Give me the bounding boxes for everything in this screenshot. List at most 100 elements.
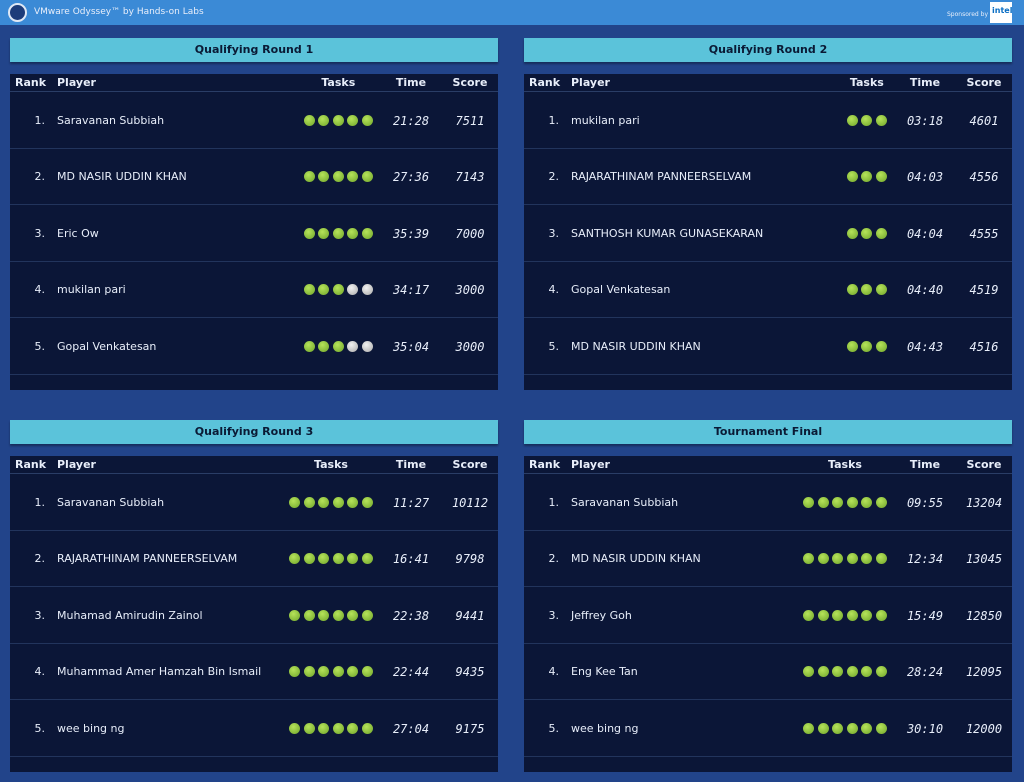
task-dot-complete bbox=[347, 171, 359, 183]
rank: 1. bbox=[34, 496, 46, 509]
header-row: Rank Player Tasks Time Score bbox=[524, 456, 1012, 474]
task-dot-complete bbox=[303, 553, 315, 565]
task-dot-complete bbox=[289, 497, 300, 508]
rank: 5. bbox=[548, 721, 560, 735]
rank: 5. bbox=[548, 339, 560, 353]
player-name: MD NASIR UDDIN KHAN bbox=[571, 552, 701, 566]
rank: 5. bbox=[34, 339, 46, 353]
task-dot-complete bbox=[303, 497, 315, 508]
rank: 3. bbox=[548, 226, 560, 240]
score: 9435 bbox=[455, 665, 485, 680]
task-dot-complete bbox=[347, 497, 359, 508]
score: 7511 bbox=[455, 114, 485, 128]
panel-title: Qualifying Round 3 bbox=[10, 420, 498, 444]
column-header: Score bbox=[966, 76, 1002, 89]
leaderboard-row: 3. Eric Ow 35:39 7000 bbox=[10, 206, 498, 262]
task-dot-complete bbox=[846, 340, 858, 352]
task-dot-complete bbox=[332, 227, 344, 239]
task-dot-complete bbox=[303, 609, 315, 621]
time: 34:17 bbox=[392, 283, 430, 298]
column-header: Score bbox=[452, 458, 488, 471]
leaderboard-row: 2. RAJARATHINAM PANNEERSELVAM 16:41 9798 bbox=[10, 531, 498, 588]
task-dot-complete bbox=[832, 497, 844, 508]
rank: 3. bbox=[34, 226, 46, 240]
app-title: VMware Odyssey™ by Hands-on Labs bbox=[34, 7, 204, 17]
time: 15:49 bbox=[906, 608, 944, 623]
leaderboard-row: 3. Muhamad Amirudin Zainol 22:38 9441 bbox=[10, 588, 498, 644]
task-dot-complete bbox=[362, 609, 373, 621]
task-dot-complete bbox=[332, 722, 344, 734]
column-header: Time bbox=[909, 76, 941, 89]
rank: 2. bbox=[34, 552, 46, 566]
leaderboard-row: 5. wee bing ng 27:04 9175 bbox=[10, 701, 498, 757]
leaderboard-row: 4. mukilan pari 34:17 3000 bbox=[10, 262, 498, 319]
task-dot-complete bbox=[332, 497, 344, 508]
task-dot-complete bbox=[347, 553, 359, 565]
task-dot-complete bbox=[832, 666, 844, 678]
task-dot-complete bbox=[817, 722, 829, 734]
player-name: SANTHOSH KUMAR GUNASEKARAN bbox=[571, 226, 764, 240]
player-name: RAJARATHINAM PANNEERSELVAM bbox=[571, 170, 752, 184]
column-header: Score bbox=[452, 76, 488, 89]
player-name: Muhammad Amer Hamzah Bin Ismail bbox=[57, 665, 262, 679]
task-dot-incomplete bbox=[347, 284, 359, 296]
player-name: Muhamad Amirudin Zainol bbox=[57, 608, 203, 622]
task-dot-complete bbox=[332, 171, 344, 183]
task-dot-complete bbox=[876, 227, 887, 239]
time: 27:04 bbox=[392, 721, 430, 736]
player-name: MD NASIR UDDIN KHAN bbox=[571, 339, 701, 353]
leaderboard-row: 1. Saravanan Subbiah 11:27 10112 bbox=[10, 475, 498, 531]
task-dot-complete bbox=[347, 115, 359, 126]
score: 4601 bbox=[969, 114, 999, 128]
task-dot-complete bbox=[362, 497, 373, 508]
score: 13204 bbox=[965, 496, 1003, 510]
player-name: Saravanan Subbiah bbox=[57, 114, 165, 127]
leaderboard-row: 2. RAJARATHINAM PANNEERSELVAM 04:03 4556 bbox=[524, 149, 1012, 206]
task-dot-complete bbox=[318, 609, 330, 621]
task-dot-complete bbox=[303, 666, 315, 678]
leaderboard-row: 3. Jeffrey Goh 15:49 12850 bbox=[524, 588, 1012, 644]
task-dot-complete bbox=[817, 609, 829, 621]
task-dot-complete bbox=[861, 340, 873, 352]
leaderboard-row: 1. Saravanan Subbiah 21:28 7511 bbox=[10, 93, 498, 149]
task-dot-complete bbox=[347, 609, 359, 621]
task-dot-complete bbox=[817, 497, 829, 508]
score: 9175 bbox=[455, 721, 485, 736]
task-dot-complete bbox=[318, 722, 330, 734]
player-name: Saravanan Subbiah bbox=[57, 496, 165, 509]
task-dot-complete bbox=[846, 115, 858, 126]
leaderboard-table: Rank Player Tasks Time Score 1. mukilan pari 03… bbox=[524, 74, 1012, 390]
task-dot-complete bbox=[289, 722, 300, 734]
task-dot-complete bbox=[817, 553, 829, 565]
task-dot-complete bbox=[318, 284, 330, 296]
player-name: Saravanan Subbiah bbox=[571, 496, 679, 509]
task-dot-complete bbox=[861, 722, 873, 734]
task-dot-complete bbox=[362, 666, 373, 678]
score: 12095 bbox=[965, 665, 1003, 680]
player-name: wee bing ng bbox=[571, 721, 639, 735]
task-dot-complete bbox=[876, 284, 887, 296]
column-header: Player bbox=[57, 458, 96, 471]
task-dot-complete bbox=[846, 171, 858, 183]
rank: 5. bbox=[34, 721, 46, 735]
time: 27:36 bbox=[392, 170, 430, 185]
leaderboard-row: 3. SANTHOSH KUMAR GUNASEKARAN 04:04 4555 bbox=[524, 206, 1012, 262]
leaderboard-row: 2. MD NASIR UDDIN KHAN 27:36 7143 bbox=[10, 149, 498, 206]
time: 16:41 bbox=[392, 552, 430, 567]
leaderboard-row: 2. MD NASIR UDDIN KHAN 12:34 13045 bbox=[524, 531, 1012, 588]
task-dot-complete bbox=[876, 115, 887, 126]
task-dot-complete bbox=[362, 553, 373, 565]
leaderboard-row: 1. Saravanan Subbiah 09:55 13204 bbox=[524, 475, 1012, 531]
task-dot-complete bbox=[303, 722, 315, 734]
time: 35:39 bbox=[392, 226, 430, 241]
task-dot-complete bbox=[332, 553, 344, 565]
task-dot-complete bbox=[876, 497, 887, 508]
player-name: Eng Kee Tan bbox=[571, 665, 638, 679]
rank: 4. bbox=[548, 665, 560, 679]
score: 12850 bbox=[965, 608, 1003, 623]
sponsor-logo: intel bbox=[992, 6, 1013, 15]
score: 4555 bbox=[969, 226, 999, 241]
column-header: Tasks bbox=[849, 76, 884, 89]
time: 04:40 bbox=[906, 283, 944, 298]
